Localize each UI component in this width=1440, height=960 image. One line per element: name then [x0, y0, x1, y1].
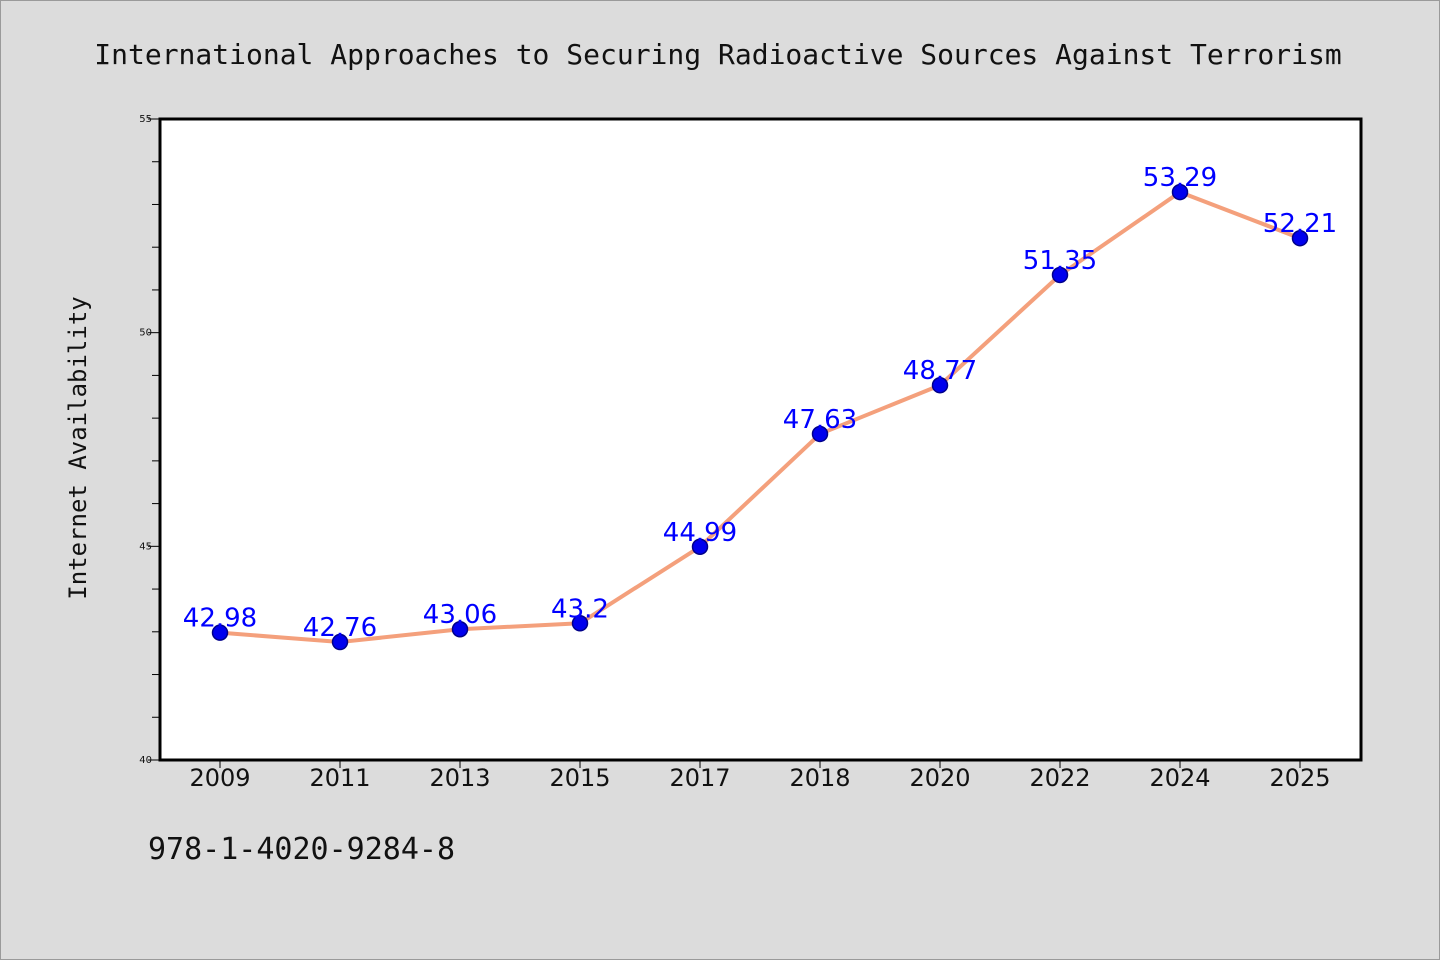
data-points [211, 183, 1309, 651]
data-point [451, 620, 469, 638]
x-tick-label: 2017 [669, 764, 730, 792]
x-tick-label: 2015 [549, 764, 610, 792]
chart-title: International Approaches to Securing Rad… [94, 38, 1341, 71]
data-point [211, 624, 229, 641]
x-tick-label: 2018 [789, 764, 850, 792]
y-tick-label: 40 [139, 755, 152, 766]
data-point [571, 615, 589, 632]
data-label: 42.98 [183, 604, 257, 634]
y-tick-label: 55 [139, 114, 152, 125]
data-point [811, 425, 829, 443]
data-point [1291, 229, 1309, 247]
data-point [331, 633, 349, 651]
y-tick-label: 45 [139, 541, 152, 552]
y-tick-label: 50 [139, 328, 152, 339]
data-label: 51.35 [1023, 246, 1097, 276]
series-line [218, 190, 1302, 645]
y-axis-label: Internet Availability [64, 296, 92, 599]
data-point [931, 376, 949, 394]
x-tick-label: 2009 [189, 764, 250, 792]
x-axis-ticks: 2009 2011 2013 2015 2017 2018 2020 2022 2024 2025 [189, 760, 1331, 792]
data-label: 43.06 [423, 600, 497, 630]
data-label: 43.2 [551, 594, 609, 624]
x-tick-label: 2025 [1269, 764, 1330, 792]
data-label: 48.77 [903, 356, 977, 386]
x-tick-label: 2011 [309, 764, 370, 792]
x-tick-label: 2022 [1029, 764, 1090, 792]
isbn-note: 978-1-4020-9284-8 [148, 832, 456, 867]
plot-area [158, 117, 1363, 762]
data-labels: 42.98 42.76 43.06 43.2 44.99 47.63 48.77 51.35 5… [183, 163, 1337, 643]
data-point [691, 538, 709, 556]
data-point [1171, 183, 1189, 201]
data-label: 52.21 [1263, 209, 1337, 239]
x-tick-label: 2013 [429, 764, 490, 792]
x-tick-label: 2020 [909, 764, 970, 792]
data-label: 53.29 [1143, 163, 1217, 193]
data-label: 42.76 [303, 613, 377, 643]
data-label: 47.63 [783, 405, 857, 435]
data-point [1051, 266, 1069, 284]
y-axis-ticks: 40 45 50 55 [139, 114, 160, 766]
data-label: 44.99 [663, 518, 737, 548]
x-tick-label: 2024 [1149, 764, 1210, 792]
series-layer [218, 190, 1302, 645]
